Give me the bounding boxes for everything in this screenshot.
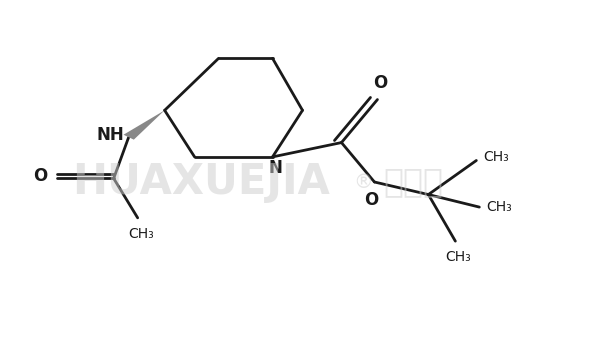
Text: ®: ® [353,173,373,191]
Text: O: O [373,74,388,92]
Text: NH: NH [96,126,124,145]
Text: O: O [33,167,48,185]
Text: HUAXUEJIA: HUAXUEJIA [71,161,330,203]
Text: O: O [364,191,379,209]
Text: 化学加: 化学加 [384,166,443,198]
Text: CH₃: CH₃ [483,150,509,164]
Text: CH₃: CH₃ [445,250,471,264]
Text: CH₃: CH₃ [486,200,512,214]
Polygon shape [123,110,165,140]
Text: N: N [269,159,283,177]
Text: CH₃: CH₃ [128,227,154,241]
